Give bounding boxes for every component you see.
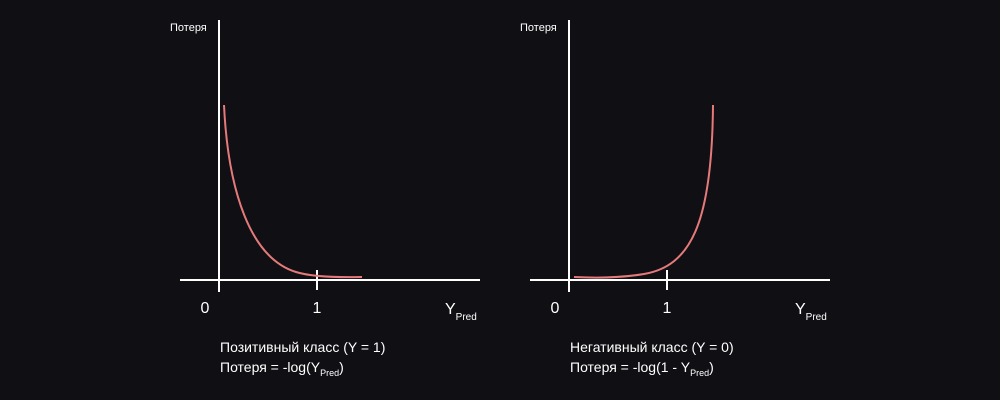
x-label: YPred	[445, 301, 477, 323]
caption-class: Позитивный класс (Y = 1)	[220, 339, 385, 355]
x-label-sub: Pred	[806, 312, 827, 323]
x-label-main: Y	[795, 301, 806, 318]
formula-after: )	[339, 359, 344, 375]
x-label: YPred	[795, 301, 827, 323]
caption-class: Негативный класс (Y = 0)	[570, 339, 734, 355]
origin-label: 0	[201, 300, 210, 317]
caption-formula: Потеря = -log(YPred)	[220, 359, 344, 378]
loss-curve	[573, 104, 714, 279]
formula-before: Потеря = -log(1 - Y	[570, 359, 691, 375]
tick-label: 1	[663, 300, 672, 317]
caption-formula: Потеря = -log(1 - YPred)	[570, 359, 714, 378]
x-label-sub: Pred	[456, 312, 477, 323]
origin-label: 0	[551, 300, 560, 317]
panel-negative: Потеря 0 1 YPred Негативный класс (Y = 0…	[520, 20, 830, 378]
panel-positive: Потеря 0 1 YPred Позитивный класс (Y = 1…	[170, 20, 480, 378]
formula-sub: Pred	[320, 368, 339, 378]
y-label: Потеря	[520, 22, 557, 34]
formula-before: Потеря = -log(Y	[220, 359, 321, 375]
formula-after: )	[709, 359, 714, 375]
formula-sub: Pred	[690, 368, 709, 378]
tick-label: 1	[313, 300, 322, 317]
loss-curve	[223, 104, 363, 279]
y-label: Потеря	[170, 22, 207, 34]
x-label-main: Y	[445, 301, 456, 318]
